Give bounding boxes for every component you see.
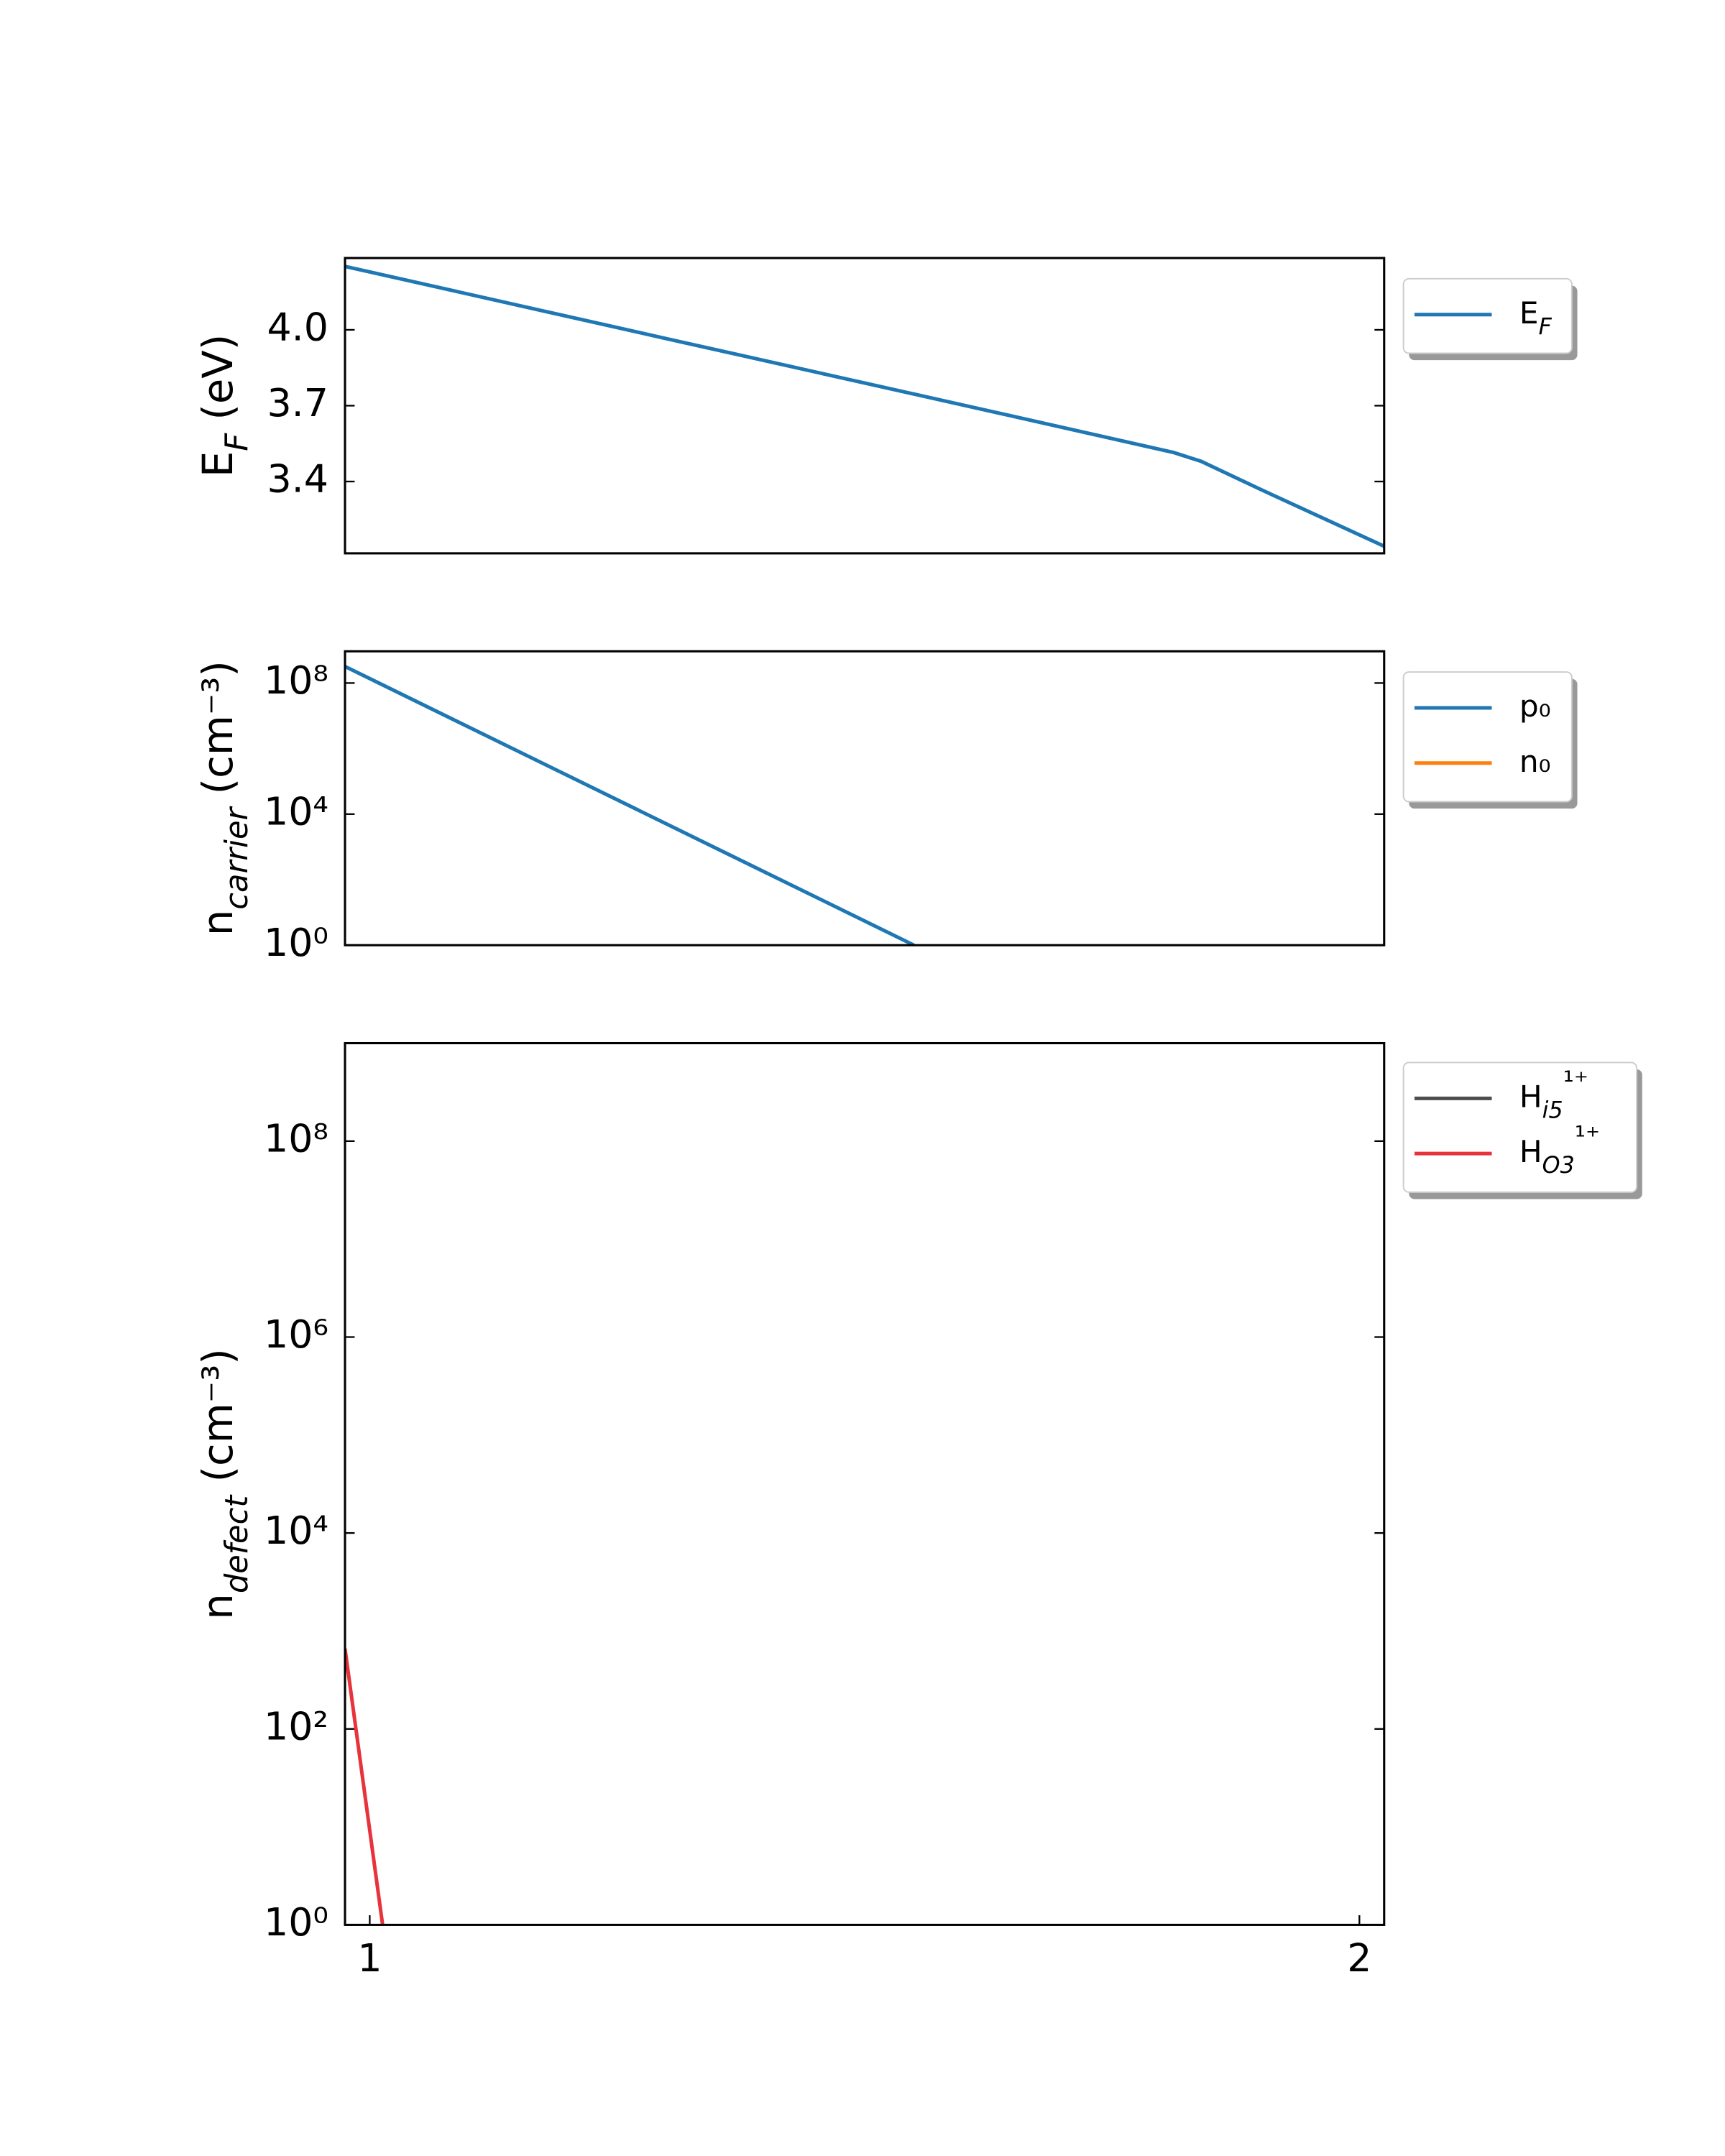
y-tick-label: 3.7: [267, 380, 328, 425]
axes-frame: [344, 1041, 1386, 1926]
label-part: F: [1539, 314, 1552, 340]
label-part: (eV): [194, 334, 242, 433]
y-axis-label: ncarrier (cm⁻³): [194, 660, 255, 936]
series-line: [345, 1648, 385, 1925]
label-part: H: [1519, 1079, 1542, 1114]
x-tick-label: 2: [1347, 1935, 1371, 1981]
label-part: n₀: [1519, 743, 1551, 778]
label-part: n: [194, 1593, 242, 1620]
y-axis-label: ndefect (cm⁻³): [194, 1348, 255, 1619]
plot-area: [345, 258, 1384, 553]
label-part: ¹⁺: [1563, 1065, 1588, 1097]
y-tick-label: 10⁴: [264, 788, 328, 834]
y-tick-label: 10⁶: [264, 1312, 328, 1357]
label-part: (cm⁻³): [194, 660, 242, 808]
plot-area: [345, 1043, 1384, 1925]
legend-label: EF: [1519, 295, 1552, 340]
label-part: E: [194, 451, 242, 477]
label-part: F: [219, 433, 255, 451]
y-tick-label: 3.4: [267, 456, 328, 502]
y-tick-label: 10⁰: [264, 1899, 328, 1945]
legend-label: n₀: [1519, 743, 1551, 778]
x-tick-label: 1: [357, 1935, 382, 1981]
series-line: [345, 264, 1384, 548]
label-part: H: [1519, 1134, 1542, 1169]
series-line: [345, 665, 915, 946]
plot-area: [345, 651, 1384, 946]
axes-frame: [344, 257, 1386, 555]
legend-label: Hi5¹⁺: [1519, 1065, 1588, 1124]
label-part: (cm⁻³): [194, 1348, 242, 1496]
legend-label: p₀: [1519, 688, 1551, 723]
label-part: E: [1519, 295, 1539, 330]
label-part: i5: [1542, 1097, 1563, 1123]
label-part: O3: [1542, 1153, 1575, 1179]
y-tick-label: 10²: [264, 1703, 328, 1749]
y-tick-label: 10⁸: [264, 658, 328, 703]
y-tick-label: 10⁰: [264, 920, 328, 965]
label-part: defect: [219, 1494, 255, 1594]
y-tick-label: 10⁴: [264, 1508, 328, 1553]
label-part: carrier: [219, 806, 255, 909]
y-tick-label: 4.0: [267, 305, 328, 350]
legend: [1402, 671, 1573, 803]
label-part: ¹⁺: [1575, 1120, 1600, 1152]
axes-frame: [344, 650, 1386, 946]
label-part: n: [194, 910, 242, 936]
legend-label: HO3¹⁺: [1519, 1120, 1600, 1179]
y-tick-label: 10⁸: [264, 1115, 328, 1161]
legend: [1402, 1061, 1638, 1193]
label-part: p₀: [1519, 688, 1551, 723]
y-axis-label: EF (eV): [194, 334, 255, 477]
